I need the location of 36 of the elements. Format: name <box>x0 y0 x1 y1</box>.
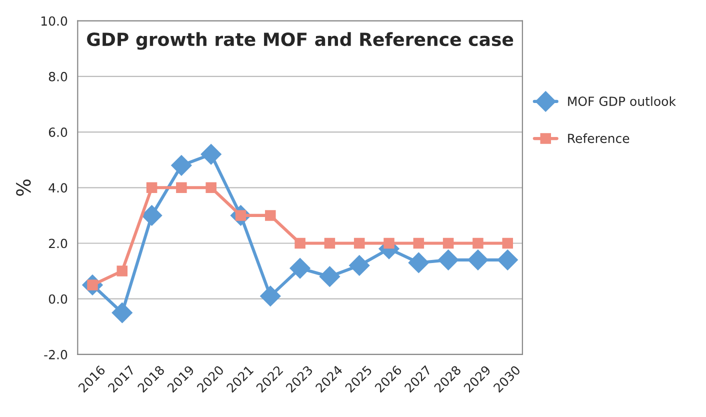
point <box>354 238 365 249</box>
point <box>176 182 187 194</box>
y-tick-label: 0.0 <box>48 294 68 304</box>
point <box>408 252 429 274</box>
point <box>294 238 306 249</box>
point <box>116 266 128 276</box>
point <box>349 255 370 276</box>
legend-label: Reference <box>568 133 630 144</box>
point <box>171 155 192 176</box>
text: GDP growth rate MOF and Reference case <box>87 32 514 50</box>
point <box>384 238 394 249</box>
y-tick-label: 4.0 <box>48 183 68 193</box>
y-tick-label: 8.0 <box>48 72 68 82</box>
point <box>413 238 424 249</box>
point <box>497 250 518 270</box>
point <box>112 302 132 324</box>
y-tick-label: 2.0 <box>48 238 68 248</box>
point <box>290 258 310 279</box>
point <box>324 238 336 249</box>
point <box>265 210 276 221</box>
point <box>260 286 281 306</box>
y-tick-label: 6.0 <box>48 128 68 137</box>
point <box>502 238 513 249</box>
point <box>468 250 488 270</box>
point <box>442 238 454 249</box>
point <box>206 182 216 194</box>
point <box>141 205 162 226</box>
y-tick-label: 10.0 <box>41 16 68 26</box>
y-axis-title: % <box>16 179 31 196</box>
y-tick-label: -2.0 <box>44 350 68 360</box>
point <box>146 182 158 194</box>
legend-label: MOF GDP outlook <box>568 96 676 106</box>
point <box>472 238 484 249</box>
point <box>319 266 340 287</box>
point <box>200 144 222 165</box>
point <box>438 250 459 270</box>
